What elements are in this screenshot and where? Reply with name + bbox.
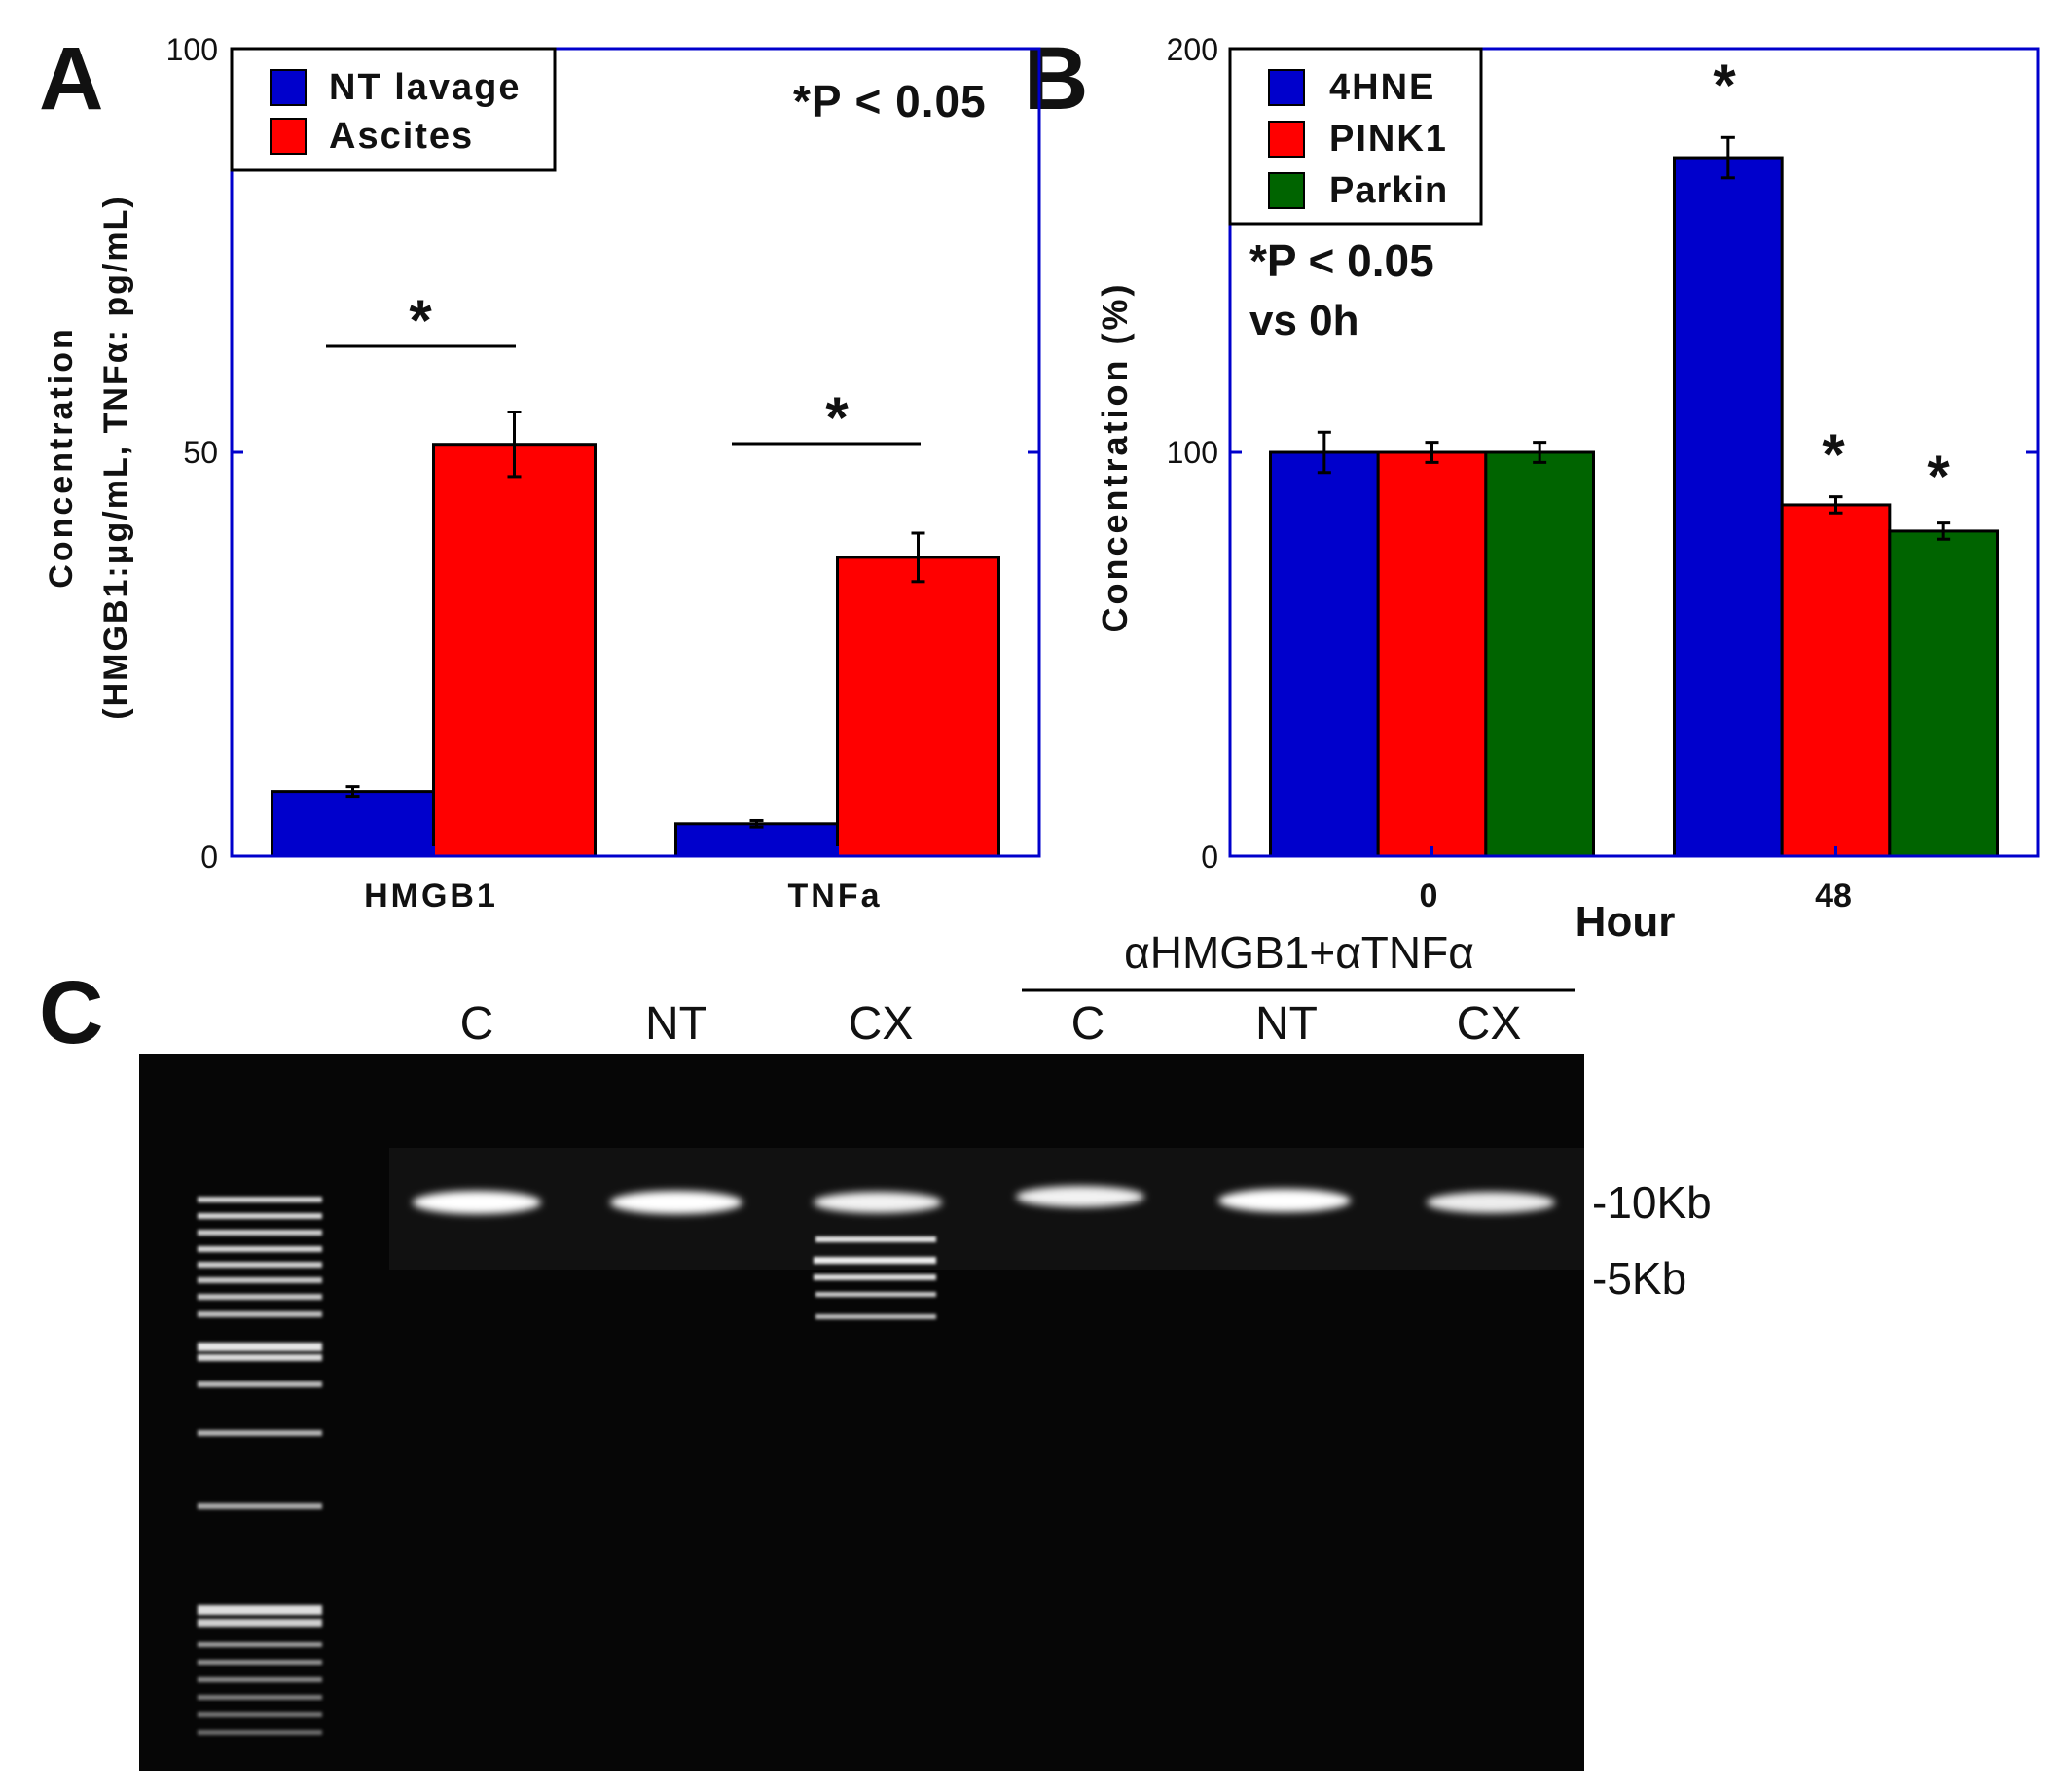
gel-cx-fragments: [814, 1236, 936, 1319]
chart-b-sig-star-pink1: *: [1822, 422, 1845, 487]
chart-b-legend-swatch-parkin: [1268, 172, 1305, 209]
b-bar-4hne-48: [1673, 156, 1784, 858]
gel-lane-label-c: C: [460, 998, 494, 1050]
gel-band-cx-treated: [1427, 1192, 1555, 1213]
b-errorbar-pink1-48: [1829, 495, 1843, 515]
chart-a-legend-label-nt-lavage: NT lavage: [329, 67, 522, 108]
chart-a-error-bars: [345, 411, 925, 829]
chart-a-pvalue: *P < 0.05: [793, 76, 987, 126]
gel-lane-label-c-treated: C: [1071, 998, 1105, 1050]
chart-b-legend-label-parkin: Parkin: [1329, 170, 1448, 211]
b-errorbar-4hne-48: [1720, 135, 1735, 180]
chart-b-ylabel: Concentration (%): [1095, 282, 1135, 633]
chart-a-sig-star-tnfa: *: [825, 385, 849, 450]
gel-band-c: [413, 1191, 541, 1214]
b-bar-4hne-0: [1269, 450, 1380, 858]
b-bar-parkin-48: [1888, 529, 2000, 858]
chart-a-ylabel-line2: (HMGB1:μg/mL, TNFα: pg/mL): [97, 195, 134, 719]
chart-b-ytick-200: 200: [1167, 32, 1218, 67]
a-errorbar-nt-lavage-tnfa: [749, 818, 764, 829]
gel-lane-label-nt-treated: NT: [1255, 998, 1318, 1050]
panel-letter-b: B: [1024, 29, 1088, 128]
chart-a-ytick-50: 50: [183, 435, 218, 470]
chart-b-sig-star-parkin: *: [1927, 444, 1950, 509]
chart-b: 200 100 0 0 48 Hour Concentration (%) 4H…: [1095, 32, 2040, 946]
gel-lane-label-nt: NT: [645, 998, 707, 1050]
a-errorbar-ascites-hmgb1: [507, 411, 522, 479]
gel-lane-label-cx-treated: CX: [1457, 998, 1522, 1050]
chart-a-category-hmgb1: HMGB1: [364, 878, 498, 914]
chart-b-error-bars: [1317, 135, 1951, 541]
chart-b-bars: [1269, 156, 2000, 858]
a-errorbar-nt-lavage-hmgb1: [345, 785, 360, 799]
chart-b-ytick-100: 100: [1167, 435, 1218, 470]
chart-b-xlabel: Hour: [1575, 898, 1676, 946]
chart-b-category-0: 0: [1420, 878, 1438, 914]
chart-a-ylabel-line1: Concentration: [43, 326, 80, 588]
chart-a-sig-star-hmgb1: *: [409, 288, 432, 353]
b-errorbar-parkin-0: [1533, 441, 1547, 464]
gel-marker-10kb: -10Kb: [1592, 1177, 1712, 1228]
chart-a-ytick-100: 100: [166, 32, 218, 67]
chart-a-legend-box: [230, 47, 557, 172]
gel-marker-5kb: -5Kb: [1592, 1253, 1686, 1304]
b-errorbar-pink1-0: [1425, 441, 1439, 464]
chart-b-category-48: 48: [1815, 878, 1852, 914]
gel-panel: αHMGB1+αTNFα C NT CX C NT CX: [139, 927, 1712, 1771]
chart-a-ytick-0: 0: [200, 840, 218, 875]
gel-band-nt: [610, 1191, 742, 1214]
chart-a-legend-label-ascites: Ascites: [329, 116, 474, 157]
chart-a: 100 50 0 HMGB1 TNFa Concentration (HMGB1…: [43, 32, 1041, 914]
gel-band-cx: [814, 1192, 942, 1213]
gel-band-nt-treated: [1218, 1189, 1351, 1212]
a-bar-nt-lavage-tnfa: [674, 822, 839, 858]
gel-well-haze: [389, 1148, 1584, 1270]
gel-treatment-header: αHMGB1+αTNFα: [1124, 927, 1474, 978]
chart-b-legend-label-pink1: PINK1: [1329, 119, 1448, 160]
gel-bands-10kb: [413, 1186, 1555, 1214]
b-bar-pink1-48: [1780, 503, 1892, 858]
chart-b-legend-swatch-pink1: [1268, 121, 1305, 158]
gel-band-c-treated: [1016, 1186, 1144, 1207]
panel-letter-c: C: [39, 963, 103, 1062]
a-bar-ascites-hmgb1: [432, 443, 597, 858]
a-bar-ascites-tnfa: [836, 556, 1000, 858]
chart-a-bars: [271, 443, 1000, 858]
chart-b-pvalue: *P < 0.05: [1249, 235, 1434, 286]
chart-a-legend-swatch-ascites: [270, 118, 307, 155]
chart-b-pvalue-reference: vs 0h: [1249, 297, 1359, 344]
gel-ladder: [198, 1197, 322, 1735]
b-errorbar-4hne-0: [1317, 430, 1331, 475]
panel-letter-a: A: [39, 29, 103, 128]
chart-a-legend-swatch-nt-lavage: [270, 69, 307, 106]
chart-b-ytick-0: 0: [1201, 840, 1218, 875]
chart-b-sig-star-4hne: *: [1713, 53, 1736, 118]
a-errorbar-ascites-tnfa: [911, 531, 925, 584]
chart-a-legend: NT lavage Ascites: [230, 47, 557, 172]
b-bar-parkin-0: [1484, 450, 1596, 858]
chart-b-legend-label-4hne: 4HNE: [1329, 67, 1435, 108]
a-bar-nt-lavage-hmgb1: [271, 790, 435, 858]
gel-lane-label-cx: CX: [849, 998, 914, 1050]
b-bar-pink1-0: [1376, 450, 1488, 858]
chart-b-legend-swatch-4hne: [1268, 69, 1305, 106]
chart-b-legend: 4HNE PINK1 Parkin: [1228, 47, 1483, 226]
b-errorbar-parkin-48: [1937, 521, 1951, 541]
chart-a-category-tnfa: TNFa: [788, 878, 883, 914]
